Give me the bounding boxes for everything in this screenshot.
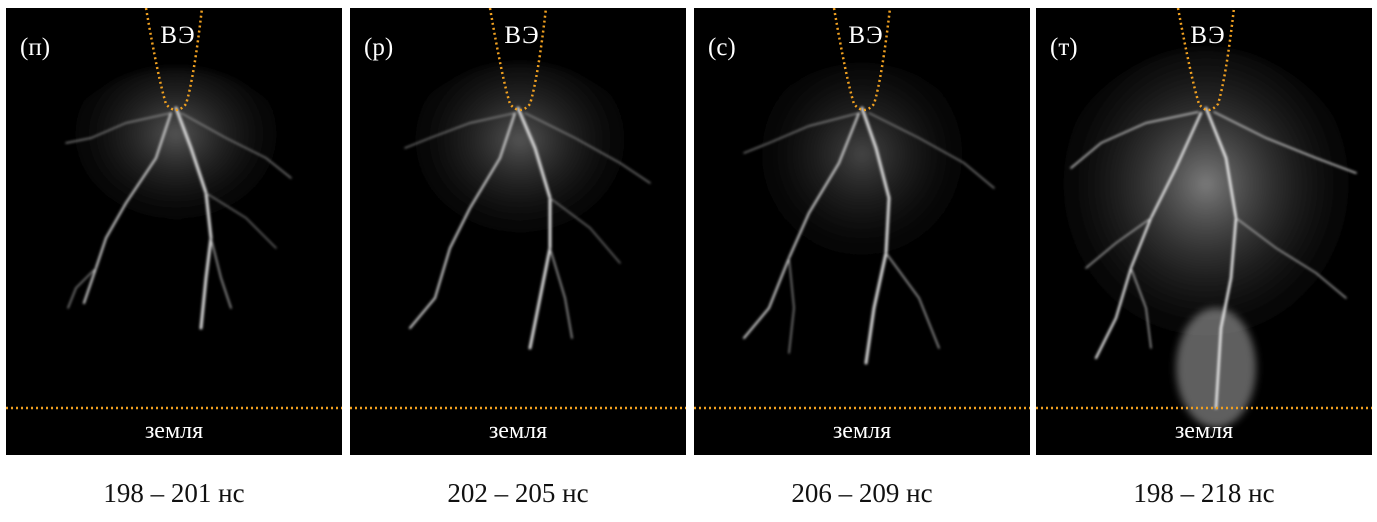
panel-letter: (с)	[708, 34, 736, 61]
ground-label: земля	[1174, 418, 1234, 444]
discharge-panel-p: (п) ВЭ земля	[6, 8, 342, 455]
discharge-panel-s: (с) ВЭ земля	[694, 8, 1030, 455]
electrode-label: ВЭ	[1190, 22, 1226, 49]
ground-label: земля	[832, 418, 892, 444]
electrode-outline	[832, 8, 892, 112]
discharge-panel-t: (т) ВЭ земля	[1036, 8, 1372, 455]
electrode-label: ВЭ	[504, 22, 540, 49]
discharge-image	[1036, 8, 1372, 428]
electrode-label: ВЭ	[848, 22, 884, 49]
panel-letter: (п)	[20, 34, 51, 61]
discharge-panel-r: (р) ВЭ земля	[350, 8, 686, 455]
time-caption: 198 – 201 нс	[103, 478, 245, 508]
ground-label: земля	[144, 418, 204, 444]
discharge-image	[6, 8, 342, 410]
electrode-outline	[1176, 8, 1236, 112]
discharge-image	[350, 8, 686, 410]
electrode-outline	[144, 8, 204, 112]
panel-letter: (т)	[1050, 34, 1078, 61]
electrode-label: ВЭ	[160, 22, 196, 49]
panel-letter: (р)	[364, 34, 394, 61]
discharge-image	[694, 8, 1030, 410]
time-caption: 206 – 209 нс	[791, 478, 933, 508]
time-caption: 198 – 218 нс	[1133, 478, 1275, 508]
electrode-outline	[488, 8, 548, 112]
time-caption: 202 – 205 нс	[447, 478, 589, 508]
ground-label: земля	[488, 418, 548, 444]
